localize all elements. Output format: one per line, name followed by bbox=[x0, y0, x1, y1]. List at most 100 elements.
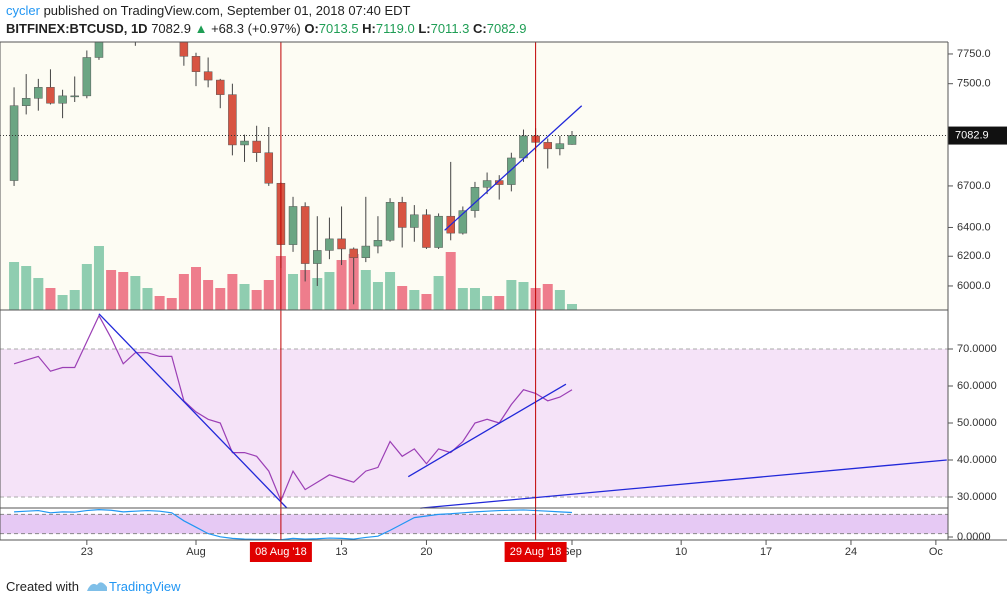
volume-bar bbox=[69, 290, 80, 310]
candle-body bbox=[228, 94, 237, 146]
candle-body bbox=[288, 206, 298, 245]
volume-bar bbox=[191, 267, 201, 310]
candle-body bbox=[313, 250, 322, 264]
volume-bar bbox=[300, 270, 311, 310]
candle-body bbox=[434, 215, 443, 248]
rsi-trendline bbox=[407, 383, 567, 478]
candle-body bbox=[216, 79, 225, 95]
volume-bar bbox=[57, 295, 68, 310]
x-tick-label: 17 bbox=[760, 546, 772, 558]
y-tick-label: 60.0000 bbox=[957, 380, 997, 392]
volume-bar bbox=[9, 262, 20, 310]
date-marker-label: 29 Aug '18 bbox=[510, 546, 562, 558]
candle-body bbox=[179, 42, 189, 57]
last-price-label: 7082.9 bbox=[955, 129, 989, 141]
candle-body bbox=[34, 87, 43, 99]
candle-body bbox=[410, 214, 419, 228]
header: cycler published on TradingView.com, Sep… bbox=[6, 2, 527, 38]
x-tick-label: 24 bbox=[845, 546, 857, 558]
volume-bar bbox=[154, 296, 165, 310]
logo bbox=[86, 582, 107, 591]
candle-body bbox=[361, 245, 371, 258]
volume-bar bbox=[494, 296, 505, 310]
ohlc-line: BITFINEX:BTCUSD, 1D 7082.9 ▲ +68.3 (+0.9… bbox=[6, 20, 527, 38]
c: C: bbox=[473, 21, 487, 36]
candle-body bbox=[9, 105, 19, 181]
volume-bar bbox=[518, 282, 529, 310]
volume-bar bbox=[178, 274, 189, 310]
candle-body bbox=[252, 140, 261, 153]
candle-body bbox=[519, 135, 528, 159]
volume-bar bbox=[106, 270, 117, 310]
volume-bar bbox=[542, 284, 553, 310]
volume-bar bbox=[360, 270, 371, 310]
symbol: BITFINEX:BTCUSD, 1D bbox=[6, 21, 148, 36]
candle-body bbox=[397, 202, 407, 228]
author[interactable]: cycler bbox=[6, 3, 40, 18]
candle-body bbox=[422, 214, 431, 248]
publish-line: cycler published on TradingView.com, Sep… bbox=[6, 2, 527, 20]
x-tick-label: Oc bbox=[929, 546, 944, 558]
candle-body bbox=[156, 0, 164, 2]
x-tick-label: 20 bbox=[420, 546, 432, 558]
high: 7119.0 bbox=[375, 21, 415, 36]
date-marker-label: 08 Aug '18 bbox=[255, 546, 307, 558]
last-price-tag bbox=[948, 126, 1007, 145]
y-tick-label: 6000.0 bbox=[957, 280, 991, 292]
footer: Created with TradingView bbox=[6, 577, 181, 594]
y-tick-label: 0.0000 bbox=[957, 531, 991, 543]
open: 7013.5 bbox=[318, 21, 359, 36]
stoch-band bbox=[0, 514, 948, 534]
candle-body bbox=[507, 157, 516, 185]
rsi-trendline bbox=[98, 313, 288, 509]
volume-bar bbox=[385, 272, 396, 310]
volume-bar bbox=[324, 272, 335, 310]
candle-body bbox=[143, 0, 151, 3]
chart: 7750.0 7500.0 6700.0 6400.0 6200.0 6000.0 23 Au… bbox=[0, 0, 1007, 562]
candle-body bbox=[264, 152, 274, 184]
x-tick-label: 13 bbox=[335, 546, 347, 558]
candle-body bbox=[543, 142, 552, 150]
x-tick-label: 10 bbox=[675, 546, 687, 558]
candle-body bbox=[482, 180, 492, 188]
volume-bar bbox=[81, 264, 92, 310]
x-tick-label: 23 bbox=[81, 546, 93, 558]
x-tick-label: Sep bbox=[562, 546, 582, 558]
volume-bar bbox=[506, 280, 517, 310]
up-arrow: ▲ bbox=[194, 21, 208, 36]
candle-body bbox=[82, 57, 92, 97]
candle-body bbox=[470, 187, 480, 211]
volume-bar bbox=[215, 288, 226, 310]
last: 7082.9 bbox=[151, 21, 191, 36]
volume-bar bbox=[421, 294, 432, 310]
brand[interactable]: TradingView bbox=[108, 579, 181, 594]
candle-body bbox=[567, 135, 577, 145]
o: O: bbox=[304, 21, 319, 36]
volume-bar bbox=[433, 276, 444, 310]
candle-body bbox=[458, 210, 468, 234]
y-tick-label: 40.0000 bbox=[957, 454, 997, 466]
candle-body bbox=[385, 202, 395, 241]
rsi-layer bbox=[0, 314, 948, 503]
candle-body bbox=[191, 56, 201, 72]
volume-bar bbox=[372, 282, 383, 310]
candle-body bbox=[46, 87, 55, 104]
y-tick-label: 50.0000 bbox=[957, 417, 997, 429]
candle-body bbox=[349, 248, 358, 258]
candle-body bbox=[337, 238, 346, 250]
candle-body bbox=[373, 240, 383, 247]
volume-bar bbox=[482, 296, 493, 310]
candle-body bbox=[107, 0, 115, 5]
volume-bar bbox=[263, 280, 274, 310]
volume-bar bbox=[567, 304, 577, 310]
volume-bar bbox=[166, 298, 177, 310]
y-tick-label: 70.0000 bbox=[957, 343, 997, 355]
volume-bar bbox=[142, 288, 153, 310]
candle-body bbox=[203, 71, 213, 81]
y-tick-label: 7750.0 bbox=[957, 48, 991, 60]
candle-body bbox=[94, 42, 104, 58]
created: Created with bbox=[6, 579, 79, 594]
published: published on TradingView.com, September … bbox=[43, 3, 411, 18]
y-tick-label: 6200.0 bbox=[957, 250, 991, 262]
candle-body bbox=[70, 95, 79, 98]
